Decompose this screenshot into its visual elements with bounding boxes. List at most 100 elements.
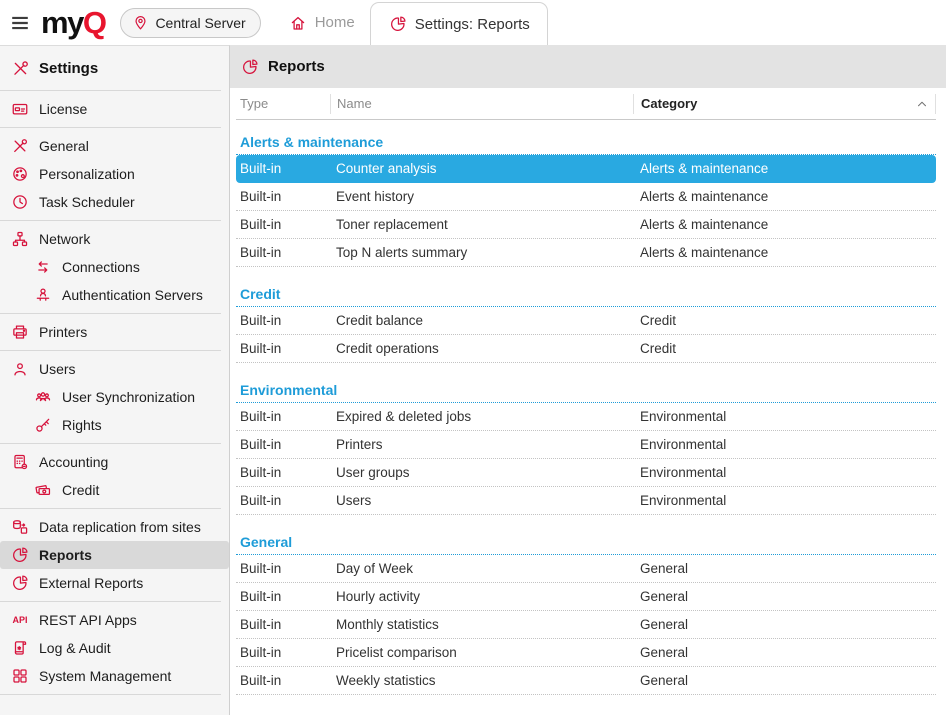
divider	[0, 694, 221, 695]
sidebar-item-data-replication[interactable]: Data replication from sites	[0, 513, 229, 541]
cell-name: Credit balance	[336, 313, 424, 328]
reports-pie-icon	[388, 15, 408, 33]
cell-type: Built-in	[240, 341, 282, 356]
topbar: my Q Central Server Home Settings: Report…	[0, 0, 946, 45]
sidebar-item-label: General	[39, 138, 89, 154]
sidebar-item-general[interactable]: General	[0, 132, 229, 160]
cell-type: Built-in	[240, 161, 282, 176]
home-icon	[288, 14, 308, 32]
person-icon	[10, 360, 30, 378]
sidebar-item-task-scheduler[interactable]: Task Scheduler	[0, 188, 229, 216]
cell-category: Environmental	[640, 437, 727, 452]
sidebar-item-authentication-servers[interactable]: Authentication Servers	[0, 281, 229, 309]
cell-type: Built-in	[240, 617, 282, 632]
cell-category: Alerts & maintenance	[640, 245, 769, 260]
reports-table: Alerts & maintenance Built-in Counter an…	[236, 120, 936, 711]
cell-category: General	[640, 617, 689, 632]
table-row[interactable]: Built-in Credit operations Credit	[236, 335, 936, 363]
table-row[interactable]: Built-in Top N alerts summary Alerts & m…	[236, 239, 936, 267]
cell-category: Credit	[640, 313, 677, 328]
table-row[interactable]: Built-in Printers Environmental	[236, 431, 936, 459]
divider	[0, 220, 221, 221]
cell-type: Built-in	[240, 645, 282, 660]
table-row[interactable]: Built-in Day of Week General	[236, 555, 936, 583]
cell-category: Credit	[640, 341, 677, 356]
column-header-category-label: Category	[641, 96, 698, 111]
column-header-type[interactable]: Type	[240, 96, 269, 111]
settings-sidebar: Settings License General Personalization	[0, 45, 230, 715]
group-header: Credit	[236, 283, 936, 307]
tab-home[interactable]: Home	[288, 14, 355, 32]
sidebar-item-log-audit[interactable]: Log & Audit	[0, 634, 229, 662]
cell-name: Weekly statistics	[336, 673, 436, 688]
table-row[interactable]: Built-in Toner replacement Alerts & main…	[236, 211, 936, 239]
report-group: Environmental Built-in Expired & deleted…	[236, 379, 936, 515]
server-selector-button[interactable]: Central Server	[120, 7, 261, 38]
cell-type: Built-in	[240, 313, 282, 328]
sidebar-item-network[interactable]: Network	[0, 225, 229, 253]
sidebar-item-users[interactable]: Users	[0, 355, 229, 383]
table-row[interactable]: Built-in Hourly activity General	[236, 583, 936, 611]
tab-home-label: Home	[314, 14, 355, 31]
table-row[interactable]: Built-in User groups Environmental	[236, 459, 936, 487]
table-row-selected[interactable]: Built-in Counter analysis Alerts & maint…	[236, 155, 936, 183]
sidebar-item-accounting[interactable]: Accounting	[0, 448, 229, 476]
logo-text-my: my	[41, 5, 84, 40]
sidebar-item-printers[interactable]: Printers	[0, 318, 229, 346]
reports-pie-icon	[240, 58, 260, 76]
sidebar-item-rest-api-apps[interactable]: API REST API Apps	[0, 606, 229, 634]
table-row[interactable]: Built-in Users Environmental	[236, 487, 936, 515]
cell-name: User groups	[336, 465, 410, 480]
column-header-category[interactable]: Category	[633, 93, 936, 114]
cell-name: Pricelist comparison	[336, 645, 457, 660]
tools-icon	[10, 59, 30, 78]
scroll-icon	[10, 639, 30, 657]
sidebar-item-rights[interactable]: Rights	[0, 411, 229, 439]
clock-icon	[10, 193, 30, 211]
reports-panel: Reports Type Name Category Alerts & main…	[230, 45, 946, 715]
sort-ascending-icon	[916, 98, 928, 110]
table-row[interactable]: Built-in Weekly statistics General	[236, 667, 936, 695]
cell-name: Event history	[336, 189, 415, 204]
sidebar-item-credit[interactable]: Credit	[0, 476, 229, 504]
table-row[interactable]: Built-in Pricelist comparison General	[236, 639, 936, 667]
sidebar-item-personalization[interactable]: Personalization	[0, 160, 229, 188]
sidebar-header-label: Settings	[39, 59, 99, 77]
sidebar-item-user-synchronization[interactable]: User Synchronization	[0, 383, 229, 411]
table-row[interactable]: Built-in Monthly statistics General	[236, 611, 936, 639]
table-row[interactable]: Built-in Event history Alerts & maintena…	[236, 183, 936, 211]
cell-name: Counter analysis	[336, 161, 437, 176]
cell-category: General	[640, 645, 689, 660]
table-row[interactable]: Built-in Credit balance Credit	[236, 307, 936, 335]
printer-icon	[10, 323, 30, 341]
sidebar-item-external-reports[interactable]: External Reports	[0, 569, 229, 597]
group-header: Alerts & maintenance	[236, 131, 936, 155]
people-group-icon	[33, 388, 53, 406]
cell-name: Top N alerts summary	[336, 245, 468, 260]
sidebar-item-connections[interactable]: Connections	[0, 253, 229, 281]
cell-type: Built-in	[240, 409, 282, 424]
sidebar-item-label: External Reports	[39, 575, 144, 591]
tab-settings-reports[interactable]: Settings: Reports	[369, 2, 548, 45]
divider	[0, 90, 221, 91]
sidebar-item-label: REST API Apps	[39, 612, 137, 628]
cell-type: Built-in	[240, 437, 282, 452]
sidebar-item-label: Network	[39, 231, 91, 247]
cell-name: Monthly statistics	[336, 617, 439, 632]
divider	[0, 313, 221, 314]
sidebar-item-reports[interactable]: Reports	[0, 541, 229, 569]
column-header-name[interactable]: Name	[330, 93, 633, 114]
cell-category: Alerts & maintenance	[640, 217, 769, 232]
cell-type: Built-in	[240, 245, 282, 260]
sidebar-item-label: Users	[39, 361, 76, 377]
sidebar-item-system-management[interactable]: System Management	[0, 662, 229, 690]
myq-logo: my Q	[41, 5, 107, 40]
sidebar-item-label: Printers	[39, 324, 88, 340]
table-row[interactable]: Built-in Expired & deleted jobs Environm…	[236, 403, 936, 431]
sidebar-item-license[interactable]: License	[0, 95, 229, 123]
hamburger-menu-icon[interactable]	[9, 12, 31, 34]
cell-category: General	[640, 589, 689, 604]
group-header: Environmental	[236, 379, 936, 403]
network-icon	[10, 230, 30, 248]
group-header: General	[236, 531, 936, 555]
